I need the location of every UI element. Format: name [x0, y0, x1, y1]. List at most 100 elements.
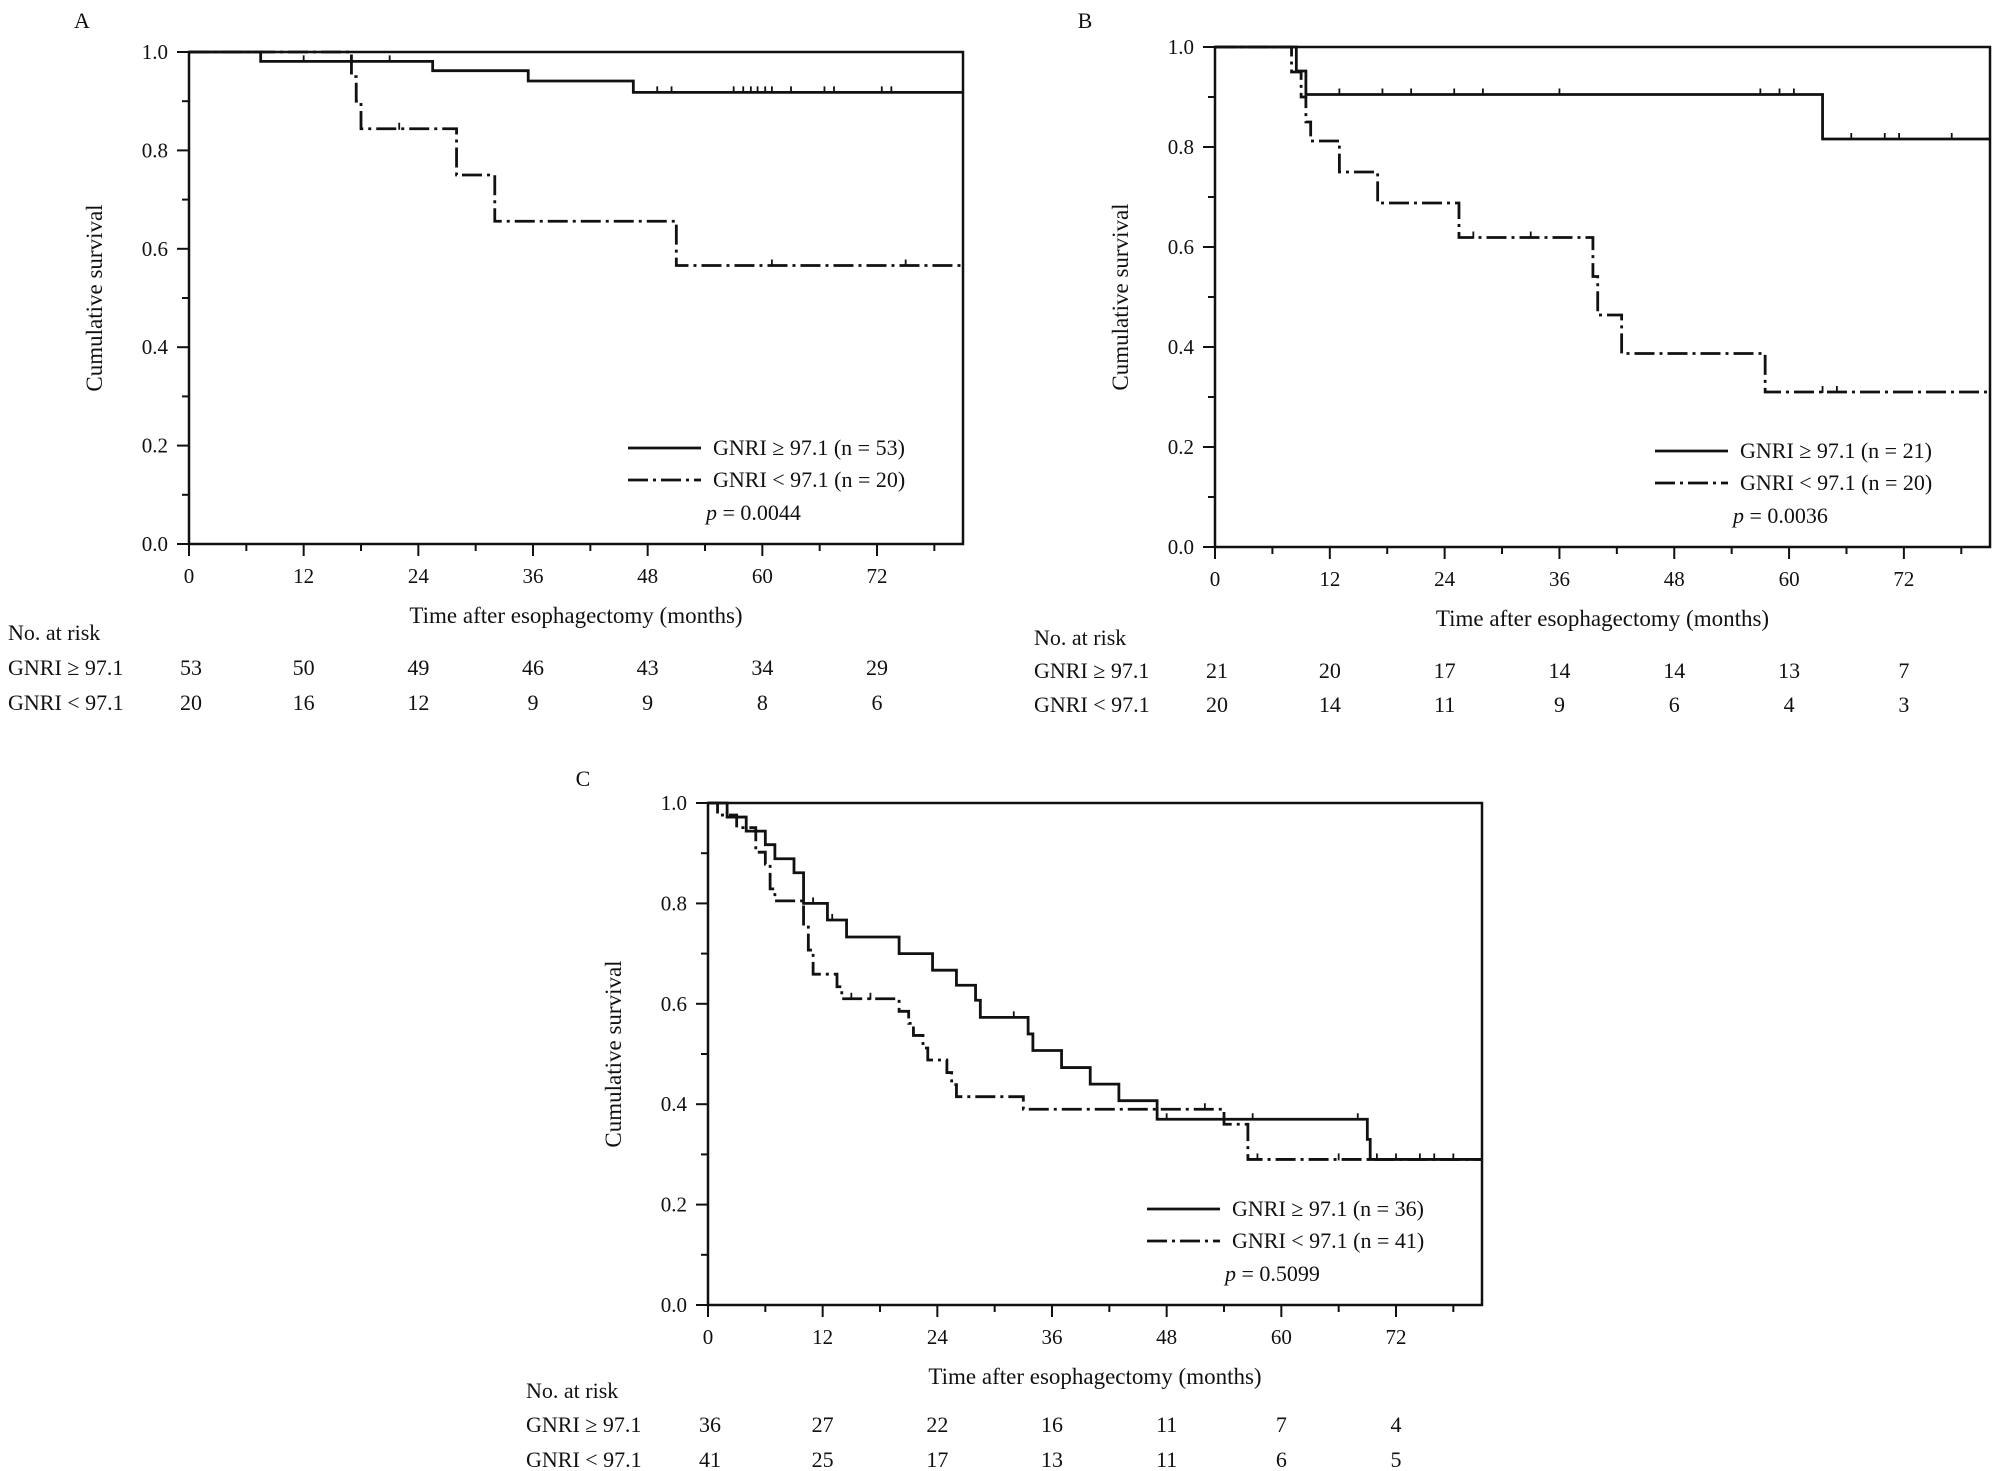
- legend-label: GNRI < 97.1 (n = 20): [1740, 470, 1932, 495]
- at-risk-row-label: GNRI ≥ 97.1: [1034, 658, 1149, 683]
- survival-curve-high-gnri: [1215, 45, 1990, 141]
- p-symbol: p: [1731, 503, 1744, 528]
- at-risk-value: 22: [926, 1412, 948, 1437]
- panel-letter: B: [1078, 8, 1093, 33]
- x-tick-label: 72: [867, 564, 888, 588]
- p-value-text: p = 0.0036: [1731, 503, 1828, 528]
- at-risk-header: No. at risk: [526, 1378, 618, 1403]
- at-risk-value: 53: [180, 655, 202, 680]
- panel-letter: A: [74, 8, 90, 33]
- y-tick-label: 1.0: [142, 40, 168, 64]
- at-risk-value: 11: [1156, 1412, 1177, 1437]
- legend-label: GNRI ≥ 97.1 (n = 53): [713, 435, 905, 460]
- p-symbol: p: [704, 500, 717, 525]
- y-tick-label: 0.2: [142, 434, 168, 458]
- y-tick-label: 0.0: [661, 1293, 687, 1317]
- x-tick-label: 12: [293, 564, 314, 588]
- at-risk-value: 14: [1548, 658, 1570, 683]
- y-tick-label: 1.0: [661, 791, 687, 815]
- survival-curve-high-gnri: [189, 50, 963, 94]
- at-risk-value: 11: [1156, 1447, 1177, 1471]
- at-risk-value: 36: [699, 1412, 721, 1437]
- at-risk-value: 12: [407, 690, 429, 715]
- at-risk-value: 29: [866, 655, 888, 680]
- survival-curve-low-gnri: [1215, 45, 1990, 394]
- p-symbol: p: [1223, 1261, 1236, 1286]
- at-risk-row-label: GNRI ≥ 97.1: [8, 655, 123, 680]
- at-risk-value: 20: [1319, 658, 1341, 683]
- y-tick-label: 0.8: [1168, 135, 1194, 159]
- x-axis-title: Time after esophagectomy (months): [1436, 606, 1769, 631]
- at-risk-value: 4: [1784, 692, 1795, 717]
- at-risk-value: 6: [1669, 692, 1680, 717]
- y-tick-label: 1.0: [1168, 35, 1194, 59]
- x-tick-label: 0: [184, 564, 195, 588]
- at-risk-value: 6: [1276, 1447, 1287, 1471]
- x-tick-label: 48: [1156, 1325, 1177, 1349]
- x-tick-label: 60: [1271, 1325, 1292, 1349]
- at-risk-value: 9: [528, 690, 539, 715]
- p-value-text: p = 0.0044: [704, 500, 801, 525]
- x-tick-label: 60: [752, 564, 773, 588]
- x-tick-label: 24: [408, 564, 430, 588]
- x-tick-label: 36: [1042, 1325, 1063, 1349]
- at-risk-value: 20: [1206, 692, 1228, 717]
- at-risk-value: 17: [926, 1447, 948, 1471]
- at-risk-value: 7: [1898, 658, 1909, 683]
- at-risk-value: 9: [642, 690, 653, 715]
- x-tick-label: 12: [1319, 567, 1340, 591]
- at-risk-value: 17: [1434, 658, 1456, 683]
- p-value-text: p = 0.5099: [1223, 1261, 1320, 1286]
- at-risk-value: 16: [293, 690, 315, 715]
- at-risk-value: 27: [812, 1412, 834, 1437]
- at-risk-value: 6: [872, 690, 883, 715]
- y-tick-label: 0.4: [1168, 335, 1195, 359]
- at-risk-value: 14: [1319, 692, 1341, 717]
- at-risk-value: 5: [1391, 1447, 1402, 1471]
- y-tick-label: 0.8: [661, 891, 687, 915]
- at-risk-row-label: GNRI < 97.1: [8, 690, 124, 715]
- x-tick-label: 24: [927, 1325, 949, 1349]
- at-risk-value: 49: [407, 655, 429, 680]
- p-value: = 0.0044: [717, 500, 801, 525]
- survival-curve-low-gnri: [189, 50, 963, 267]
- x-tick-label: 72: [1893, 567, 1914, 591]
- x-tick-label: 0: [703, 1325, 714, 1349]
- p-value: = 0.0036: [1744, 503, 1828, 528]
- at-risk-value: 13: [1041, 1447, 1063, 1471]
- survival-curve-low-gnri: [708, 801, 1482, 1161]
- y-tick-label: 0.4: [661, 1092, 688, 1116]
- x-tick-label: 48: [1664, 567, 1685, 591]
- x-tick-label: 36: [523, 564, 544, 588]
- at-risk-value: 7: [1276, 1412, 1287, 1437]
- x-axis-title: Time after esophagectomy (months): [928, 1364, 1261, 1389]
- survival-curve-high-gnri: [708, 801, 1482, 1161]
- y-tick-label: 0.0: [142, 532, 168, 556]
- at-risk-value: 3: [1898, 692, 1909, 717]
- panel-letter: C: [576, 766, 591, 791]
- at-risk-row-label: GNRI ≥ 97.1: [526, 1412, 641, 1437]
- at-risk-header: No. at risk: [8, 620, 100, 645]
- at-risk-row-label: GNRI < 97.1: [1034, 692, 1150, 717]
- at-risk-value: 20: [180, 690, 202, 715]
- y-tick-label: 0.6: [1168, 235, 1194, 259]
- at-risk-value: 21: [1206, 658, 1228, 683]
- x-tick-label: 24: [1434, 567, 1456, 591]
- panel-a: A 0 12 24 36 48 60 72 0.0 0.2 0.4 0.6 0.8 1.0 Time aft…: [8, 8, 965, 715]
- y-axis-title: Cumulative survival: [82, 204, 107, 391]
- legend-label: GNRI < 97.1 (n = 41): [1232, 1228, 1424, 1253]
- at-risk-value: 25: [812, 1447, 834, 1471]
- at-risk-value: 43: [637, 655, 659, 680]
- at-risk-value: 50: [293, 655, 315, 680]
- at-risk-header: No. at risk: [1034, 625, 1126, 650]
- y-axis-title: Cumulative survival: [1108, 203, 1133, 390]
- legend-label: GNRI ≥ 97.1 (n = 21): [1740, 438, 1932, 463]
- y-tick-label: 0.0: [1168, 535, 1194, 559]
- at-risk-value: 8: [757, 690, 768, 715]
- y-tick-label: 0.6: [142, 237, 168, 261]
- y-tick-label: 0.8: [142, 138, 168, 162]
- panel-c: C 0 12 24 36 48 60 72 0.0 0.2 0.4 0.6 0.8 1.0 Time aft…: [526, 766, 1484, 1471]
- y-tick-label: 0.6: [661, 992, 687, 1016]
- x-tick-label: 12: [812, 1325, 833, 1349]
